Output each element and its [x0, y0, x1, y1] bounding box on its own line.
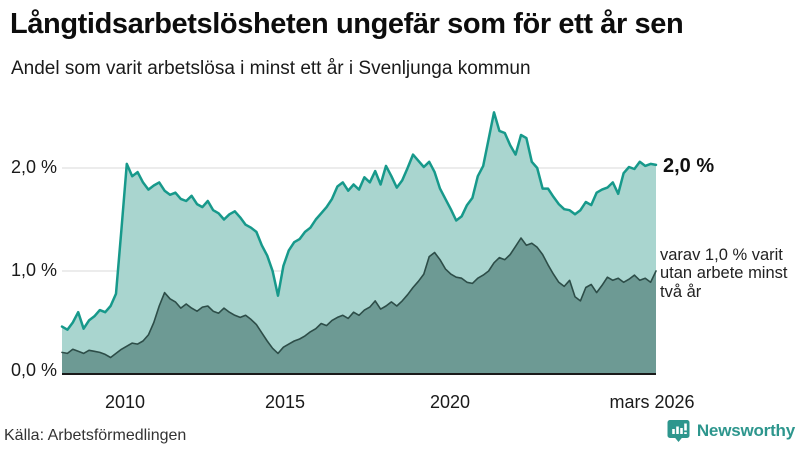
x-axis-tick-2010: 2010	[104, 392, 146, 412]
newsworthy-logo: Newsworthy	[666, 418, 795, 443]
chart-subtitle: Andel som varit arbetslösa i minst ett å…	[11, 58, 531, 79]
y-axis-tick-0: 0,0 %	[10, 360, 57, 380]
y-axis-tick-1: 1,0 %	[10, 260, 57, 280]
source-note: Källa: Arbetsförmedlingen	[4, 427, 187, 444]
newsworthy-chart-bubble-icon	[666, 418, 691, 443]
y-axis-tick-2: 2,0 %	[10, 157, 57, 177]
x-axis-tick-2020: 2020	[429, 392, 471, 412]
series-end-label-two-years: varav 1,0 % varit utan arbete minst två …	[660, 246, 788, 301]
x-axis-tick-2015: 2015	[264, 392, 306, 412]
x-axis-tick-mars-2026: mars 2026	[609, 392, 695, 412]
page-title: Långtidsarbetslösheten ungefär som för e…	[10, 8, 684, 40]
series-end-label-one-year: 2,0 %	[663, 155, 715, 177]
newsworthy-logo-text: Newsworthy	[696, 420, 795, 440]
